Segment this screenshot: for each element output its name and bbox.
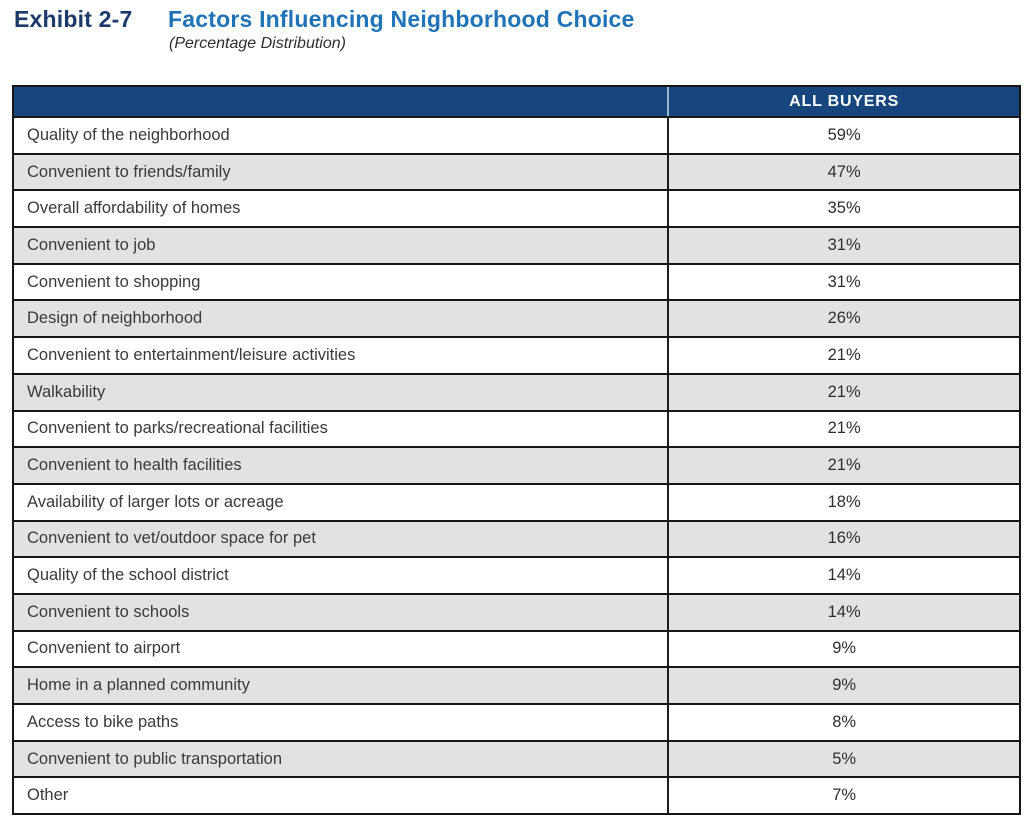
factor-value: 9% bbox=[832, 676, 857, 695]
table-row: Home in a planned community 9% bbox=[14, 668, 1019, 705]
table-row: Convenient to shopping 31% bbox=[14, 264, 1019, 302]
factor-label: Walkability bbox=[14, 374, 670, 410]
table-row: Overall affordability of homes 35% bbox=[14, 191, 1019, 229]
table-header-factor-cell bbox=[14, 87, 670, 116]
factor-label: Convenient to airport bbox=[14, 631, 670, 667]
factor-label: Availability of larger lots or acreage bbox=[14, 484, 670, 520]
factor-label: Quality of the school district bbox=[14, 558, 670, 593]
factor-value: 18% bbox=[827, 492, 861, 511]
table-row: Convenient to health facilities 21% bbox=[14, 448, 1019, 485]
table-body: Quality of the neighborhood 59% Convenient… bbox=[14, 118, 1019, 814]
table-header-row: ALL BUYERS bbox=[14, 87, 1019, 118]
factor-label: Design of neighborhood bbox=[14, 301, 670, 337]
factor-value: 8% bbox=[832, 712, 857, 731]
factor-value: 47% bbox=[827, 162, 861, 181]
factor-label: Convenient to friends/family bbox=[14, 154, 670, 190]
page-title: Factors Influencing Neighborhood Choice bbox=[168, 6, 635, 32]
factor-label: Convenient to shopping bbox=[14, 264, 670, 300]
table-row: Quality of the school district 14% bbox=[14, 558, 1019, 595]
factor-value: 59% bbox=[827, 125, 861, 144]
table-row: Other 7% bbox=[14, 778, 1019, 814]
factor-value: 31% bbox=[827, 235, 861, 254]
factor-label: Convenient to parks/recreational facilit… bbox=[14, 411, 670, 447]
table-row: Walkability 21% bbox=[14, 374, 1019, 412]
factor-label: Convenient to job bbox=[14, 228, 670, 263]
factor-value: 35% bbox=[827, 199, 861, 218]
table-row: Access to bike paths 8% bbox=[14, 705, 1019, 742]
factor-label: Convenient to schools bbox=[14, 594, 670, 630]
table-row: Convenient to schools 14% bbox=[14, 594, 1019, 632]
factor-value: 31% bbox=[827, 272, 861, 291]
table-row: Convenient to vet/outdoor space for pet 1… bbox=[14, 521, 1019, 559]
factor-value: 9% bbox=[832, 639, 857, 658]
table-row: Availability of larger lots or acreage 18… bbox=[14, 484, 1019, 522]
factor-value: 21% bbox=[827, 456, 861, 475]
table-row: Quality of the neighborhood 59% bbox=[14, 118, 1019, 155]
factor-value: 21% bbox=[827, 419, 861, 438]
factor-label: Convenient to health facilities bbox=[14, 448, 670, 483]
factor-value: 5% bbox=[832, 749, 857, 768]
factor-label: Overall affordability of homes bbox=[14, 191, 670, 227]
factor-label: Convenient to public transportation bbox=[14, 741, 670, 777]
table-row: Convenient to friends/family 47% bbox=[14, 154, 1019, 192]
factor-value: 21% bbox=[827, 382, 861, 401]
table-row: Convenient to entertainment/leisure acti… bbox=[14, 338, 1019, 375]
factor-value: 26% bbox=[827, 309, 861, 328]
factor-value: 14% bbox=[827, 602, 861, 621]
table-row: Convenient to public transportation 5% bbox=[14, 741, 1019, 779]
table-row: Convenient to job 31% bbox=[14, 228, 1019, 265]
column-header-all-buyers: ALL BUYERS bbox=[789, 92, 900, 110]
factor-value: 16% bbox=[827, 529, 861, 548]
factor-label: Home in a planned community bbox=[14, 668, 670, 703]
factor-label: Convenient to entertainment/leisure acti… bbox=[14, 338, 670, 373]
page-subtitle: (Percentage Distribution) bbox=[169, 35, 346, 52]
factor-label: Access to bike paths bbox=[14, 705, 670, 740]
table-row: Design of neighborhood 26% bbox=[14, 301, 1019, 339]
table-row: Convenient to airport 9% bbox=[14, 631, 1019, 669]
factor-label: Quality of the neighborhood bbox=[14, 118, 670, 153]
exhibit-number-label: Exhibit 2-7 bbox=[14, 6, 133, 32]
factor-value: 14% bbox=[827, 566, 861, 585]
table-row: Convenient to parks/recreational facilit… bbox=[14, 411, 1019, 449]
factor-label: Other bbox=[14, 778, 670, 814]
factor-value: 21% bbox=[827, 345, 861, 364]
factor-label: Convenient to vet/outdoor space for pet bbox=[14, 521, 670, 557]
factors-table: ALL BUYERS Quality of the neighborhood 59… bbox=[12, 85, 1021, 815]
factor-value: 7% bbox=[832, 786, 857, 805]
